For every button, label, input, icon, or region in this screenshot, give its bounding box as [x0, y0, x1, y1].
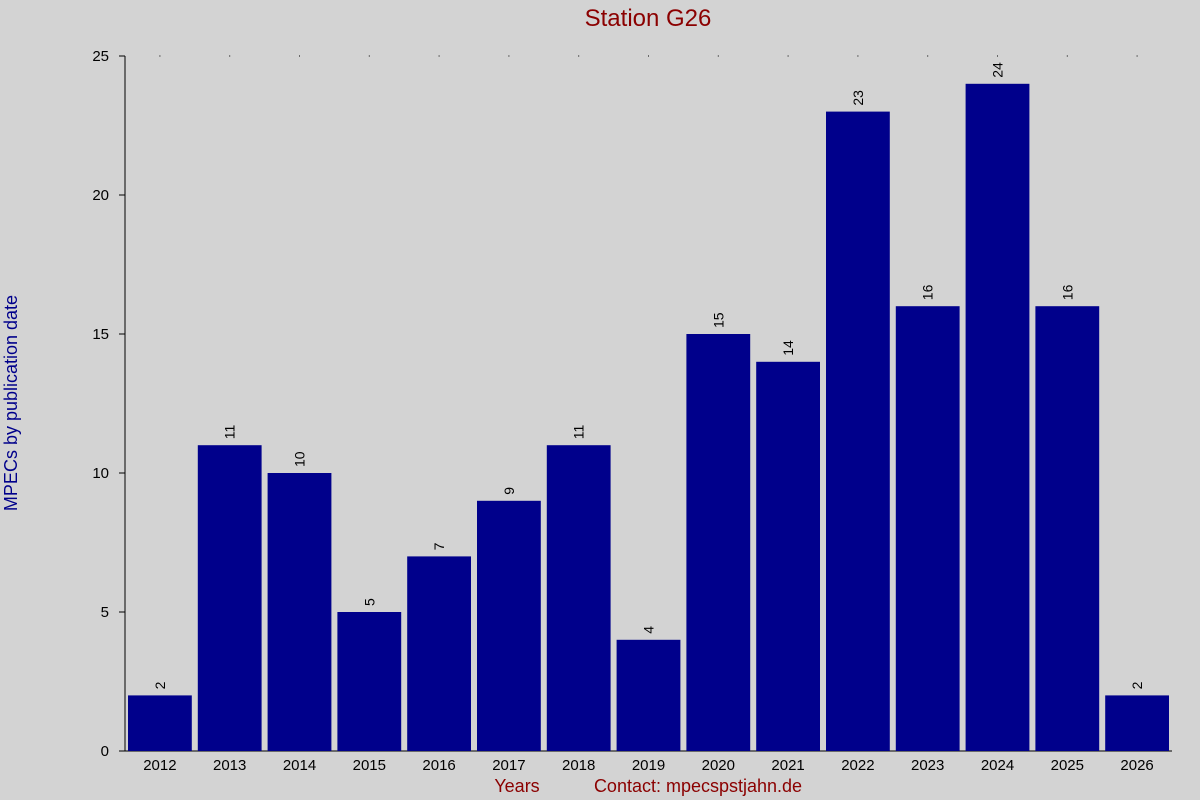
top-dot-marker: [159, 55, 161, 57]
bar-value-label: 2: [1129, 681, 1145, 689]
bar-value-label: 7: [431, 542, 447, 550]
bar-value-label: 5: [361, 598, 377, 606]
bar: [1105, 695, 1169, 751]
bar: [1035, 306, 1100, 751]
bar: [965, 83, 1030, 752]
y-axis-label: MPECs by publication date: [1, 295, 21, 511]
bar-value-label: 16: [1059, 284, 1075, 300]
x-tick-label: 2013: [213, 757, 246, 774]
top-dot-marker: [997, 55, 998, 57]
y-tick-label: 20: [92, 187, 109, 204]
x-axis-label: Years: [494, 776, 539, 796]
top-dot-marker: [229, 55, 231, 57]
bar: [477, 500, 541, 751]
contact-text: Contact: mpecspstjahn.de: [594, 776, 802, 796]
x-tick-label: 2026: [1120, 757, 1153, 774]
top-dot-marker: [368, 55, 370, 57]
top-dot-marker: [717, 55, 719, 57]
bar-value-label: 16: [920, 284, 936, 300]
bar: [197, 445, 262, 751]
x-tick-label: 2014: [283, 757, 316, 774]
top-dot-marker: [857, 55, 859, 57]
top-dot-marker: [578, 55, 580, 57]
bar-value-label: 11: [571, 424, 587, 439]
y-tick-label: 5: [101, 604, 109, 621]
bar: [267, 473, 332, 751]
x-tick-label: 2018: [562, 757, 595, 774]
bar: [546, 445, 611, 751]
top-dot-marker: [438, 55, 440, 57]
bar: [895, 306, 960, 751]
x-tick-label: 2017: [492, 757, 525, 774]
bar: [407, 556, 471, 751]
x-tick-label: 2024: [981, 757, 1014, 774]
x-tick-label: 2025: [1051, 757, 1084, 774]
x-tick-label: 2012: [143, 757, 176, 774]
bar-value-label: 4: [641, 626, 657, 634]
plot-area: 0510152025201222013112014102015520167201…: [92, 48, 1172, 774]
bar: [756, 361, 820, 751]
top-dot-marker: [508, 55, 510, 57]
bar: [128, 695, 192, 751]
bar-value-label: 23: [850, 90, 866, 106]
y-tick-label: 25: [92, 48, 109, 65]
bar: [686, 334, 751, 751]
x-tick-label: 2023: [911, 757, 944, 774]
bar-value-label: 2: [152, 681, 168, 689]
top-dot-marker: [648, 55, 649, 57]
bar-value-label: 24: [990, 62, 1006, 78]
x-tick-label: 2019: [632, 757, 665, 774]
top-dot-marker: [1066, 55, 1068, 57]
bar: [616, 639, 681, 751]
y-tick-label: 10: [92, 465, 109, 482]
y-tick-label: 0: [101, 743, 109, 760]
bar: [826, 111, 890, 752]
chart-title: Station G26: [585, 5, 712, 32]
bar-value-label: 11: [222, 424, 238, 439]
top-dot-marker: [787, 55, 789, 57]
x-tick-label: 2021: [771, 757, 804, 774]
x-tick-label: 2022: [841, 757, 874, 774]
bar: [337, 612, 402, 751]
top-dot-marker: [1136, 55, 1138, 57]
bar-value-label: 10: [292, 451, 308, 467]
top-dot-marker: [299, 55, 300, 57]
bar-value-label: 9: [501, 487, 517, 495]
bar-value-label: 15: [710, 312, 726, 328]
y-tick-label: 15: [92, 326, 109, 343]
x-tick-label: 2016: [422, 757, 455, 774]
top-dot-marker: [927, 55, 929, 57]
x-tick-label: 2015: [353, 757, 386, 774]
x-tick-label: 2020: [702, 757, 735, 774]
bar-value-label: 14: [780, 340, 796, 356]
